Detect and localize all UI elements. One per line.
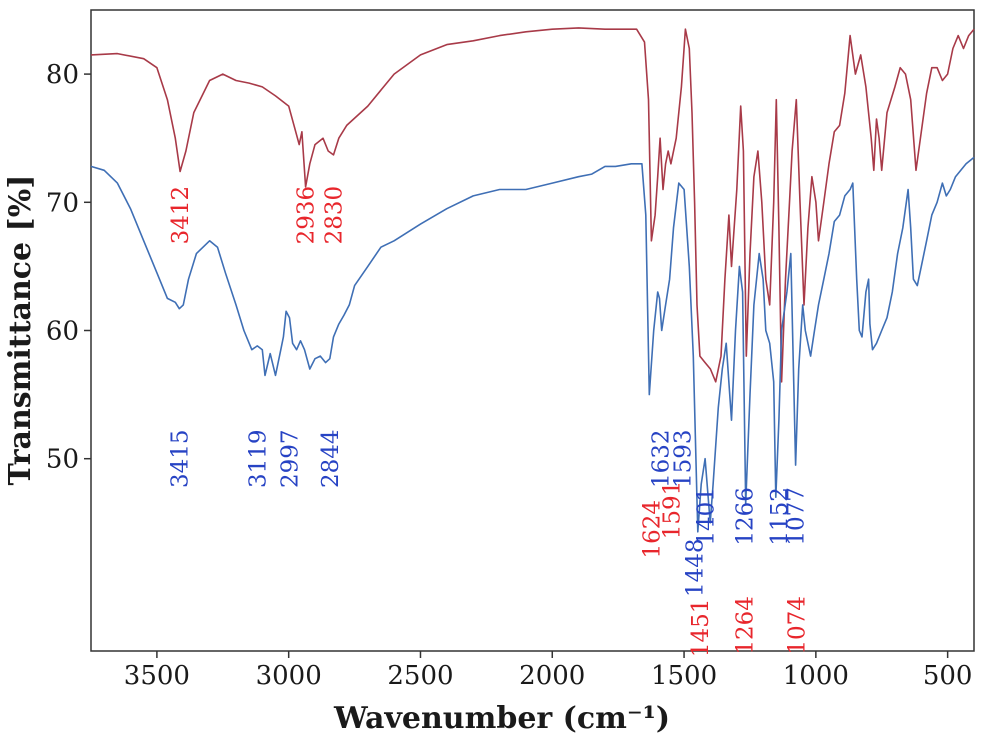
peak-label: 1591 xyxy=(660,481,686,540)
y-tick-label: 50 xyxy=(46,445,79,475)
peak-label: 2830 xyxy=(322,186,348,245)
peak-label: 1451 xyxy=(688,599,714,658)
x-axis-title: Wavenumber (cm⁻¹) xyxy=(333,701,670,736)
x-tick-label: 3000 xyxy=(256,661,322,691)
y-axis-ticks: 50 60 70 80 xyxy=(46,60,91,475)
peak-label: 1152 xyxy=(767,487,793,546)
x-tick-label: 1500 xyxy=(651,661,717,691)
peak-label: 2844 xyxy=(318,429,344,488)
series-layer xyxy=(90,27,975,533)
peak-label: 1074 xyxy=(785,596,811,655)
peak-label: 1593 xyxy=(671,429,697,488)
peak-label: 2936 xyxy=(294,186,320,245)
y-tick-label: 70 xyxy=(46,188,79,218)
peak-label: 1632 xyxy=(649,429,675,488)
plot-frame xyxy=(90,9,975,652)
x-axis-ticks: 3500 3000 2500 2000 1500 1000 500 xyxy=(124,651,973,691)
spectrum-line-1 xyxy=(90,27,975,383)
y-axis-title: Transmittance [%] xyxy=(3,175,38,486)
peak-label: 1401 xyxy=(694,487,720,546)
peak-label: 1266 xyxy=(733,487,759,546)
peak-label: 1264 xyxy=(733,596,759,655)
peak-label: 3412 xyxy=(168,186,194,245)
peak-labels: 3412 2936 2830 3415 3119 2997 2844 1624 16321591… xyxy=(167,186,810,657)
x-tick-label: 2500 xyxy=(387,661,453,691)
x-tick-label: 2000 xyxy=(519,661,585,691)
x-tick-label: 500 xyxy=(923,661,973,691)
y-tick-label: 60 xyxy=(46,317,79,347)
peak-label: 1624 xyxy=(639,500,665,559)
peak-label: 3119 xyxy=(245,429,271,488)
peak-label: 3415 xyxy=(167,429,193,488)
peak-label: 1448 xyxy=(683,538,709,597)
spectrum-line-2 xyxy=(90,156,975,533)
y-tick-label: 80 xyxy=(46,60,79,90)
peak-label: 1077 xyxy=(783,487,809,546)
peak-label: 2997 xyxy=(278,429,304,488)
x-tick-label: 3500 xyxy=(124,661,190,691)
x-tick-label: 1000 xyxy=(783,661,849,691)
